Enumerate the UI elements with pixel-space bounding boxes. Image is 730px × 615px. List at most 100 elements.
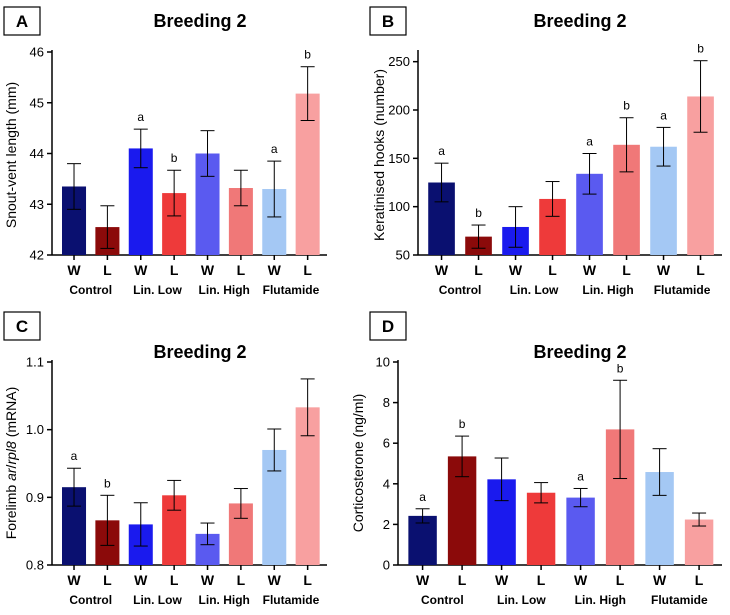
significance-label: a <box>577 469 584 483</box>
group-label: Flutamide <box>654 283 711 297</box>
x-tick-label: W <box>416 572 430 588</box>
x-tick-label: L <box>170 572 179 588</box>
y-tick-label: 0 <box>383 558 390 573</box>
significance-label: b <box>617 361 624 375</box>
panel-letter-box <box>3 6 41 36</box>
chart-panel-d: D Breeding 2 Corticosterone (ng/ml) 0 2 4 6 8 10… <box>350 311 722 607</box>
x-tick-label: L <box>474 262 483 278</box>
panel-letter: C <box>16 317 28 336</box>
group-label: Flutamide <box>651 593 708 607</box>
x-tick-label: W <box>201 262 215 278</box>
x-tick-label: L <box>237 572 246 588</box>
significance-label: b <box>104 476 111 490</box>
significance-label: b <box>171 151 178 165</box>
x-tick-label: L <box>237 262 246 278</box>
y-tick-label: 43 <box>30 197 44 212</box>
y-tick-label: 0.8 <box>26 558 44 573</box>
panel-letter-box <box>3 311 41 341</box>
significance-label: b <box>697 42 704 56</box>
panel-letter: B <box>382 12 394 31</box>
y-tick-label: 150 <box>388 151 410 166</box>
significance-label: a <box>586 135 593 149</box>
y-axis-label-part: Forelimb <box>3 481 19 539</box>
group-label: Lin. Low <box>133 593 182 607</box>
bar <box>408 515 437 565</box>
chart-panel-c: C Breeding 2 Forelimb ar/rpl8 (mRNA) 0.8 0.9… <box>3 311 327 607</box>
group-label: Lin. Low <box>510 283 559 297</box>
x-tick-label: W <box>495 572 509 588</box>
y-axis-label-part: (mRNA) <box>3 387 19 441</box>
y-axis-label: Snout-vent length (mm) <box>3 82 19 228</box>
y-tick-label: 1.0 <box>26 422 44 437</box>
x-tick-label: W <box>268 572 282 588</box>
group-label: Control <box>69 283 112 297</box>
significance-label: a <box>137 110 144 124</box>
chart-title: Breeding 2 <box>153 11 246 31</box>
significance-label: b <box>623 99 630 113</box>
x-tick-label: L <box>170 262 179 278</box>
x-tick-label: L <box>103 262 112 278</box>
panel-letter-box <box>369 311 407 341</box>
x-tick-label: L <box>458 572 467 588</box>
y-tick-label: 200 <box>388 103 410 118</box>
x-tick-label: W <box>509 262 523 278</box>
group-label: Flutamide <box>263 593 320 607</box>
x-tick-label: L <box>303 572 312 588</box>
x-tick-label: L <box>537 572 546 588</box>
x-tick-label: W <box>67 572 81 588</box>
y-tick-label: 42 <box>30 248 44 263</box>
group-label: Flutamide <box>263 283 320 297</box>
y-tick-label: 44 <box>30 146 44 161</box>
x-tick-label: W <box>583 262 597 278</box>
bar <box>566 497 595 565</box>
y-axis-label: Keratinised hooks (number) <box>371 69 387 241</box>
chart-title: Breeding 2 <box>153 342 246 362</box>
panel-letter: A <box>16 12 28 31</box>
group-label: Control <box>69 593 112 607</box>
x-tick-label: L <box>303 262 312 278</box>
significance-label: a <box>660 108 667 122</box>
y-tick-label: 1.1 <box>26 355 44 370</box>
x-tick-label: W <box>67 262 81 278</box>
significance-label: a <box>438 144 445 158</box>
x-tick-label: L <box>616 572 625 588</box>
panel-letter-box <box>369 6 407 36</box>
x-tick-label: L <box>548 262 557 278</box>
x-tick-label: W <box>653 572 667 588</box>
group-label: Control <box>439 283 482 297</box>
x-tick-label: L <box>622 262 631 278</box>
chart-title: Breeding 2 <box>533 342 626 362</box>
y-axis-label-part: / <box>3 464 19 468</box>
group-label: Lin. Low <box>133 283 182 297</box>
y-tick-label: 2 <box>383 517 390 532</box>
chart-panel-b: B Breeding 2 Keratinised hooks (number) 50 1… <box>369 6 722 297</box>
significance-label: b <box>459 417 466 431</box>
y-tick-label: 45 <box>30 95 44 110</box>
y-tick-label: 50 <box>396 248 410 263</box>
x-tick-label: L <box>696 262 705 278</box>
y-axis-label: Forelimb ar/rpl8 (mRNA) <box>3 387 19 540</box>
y-tick-label: 46 <box>30 45 44 60</box>
significance-label: a <box>71 449 78 463</box>
y-tick-label: 6 <box>383 436 390 451</box>
significance-label: a <box>271 142 278 156</box>
y-tick-label: 10 <box>376 355 390 370</box>
group-label: Lin. High <box>199 593 250 607</box>
y-tick-label: 250 <box>388 54 410 69</box>
y-axis-label-part: ar <box>3 467 19 481</box>
x-tick-label: W <box>435 262 449 278</box>
y-tick-label: 4 <box>383 476 390 491</box>
significance-label: b <box>475 206 482 220</box>
x-tick-label: W <box>574 572 588 588</box>
x-tick-label: W <box>134 572 148 588</box>
bar <box>526 492 556 565</box>
chart-title: Breeding 2 <box>533 11 626 31</box>
group-label: Lin. High <box>582 283 633 297</box>
x-tick-label: W <box>201 572 215 588</box>
significance-label: b <box>304 48 311 62</box>
y-tick-label: 8 <box>383 395 390 410</box>
y-axis-label-part: rpl8 <box>3 441 19 465</box>
significance-label: a <box>419 490 426 504</box>
x-tick-label: W <box>657 262 671 278</box>
